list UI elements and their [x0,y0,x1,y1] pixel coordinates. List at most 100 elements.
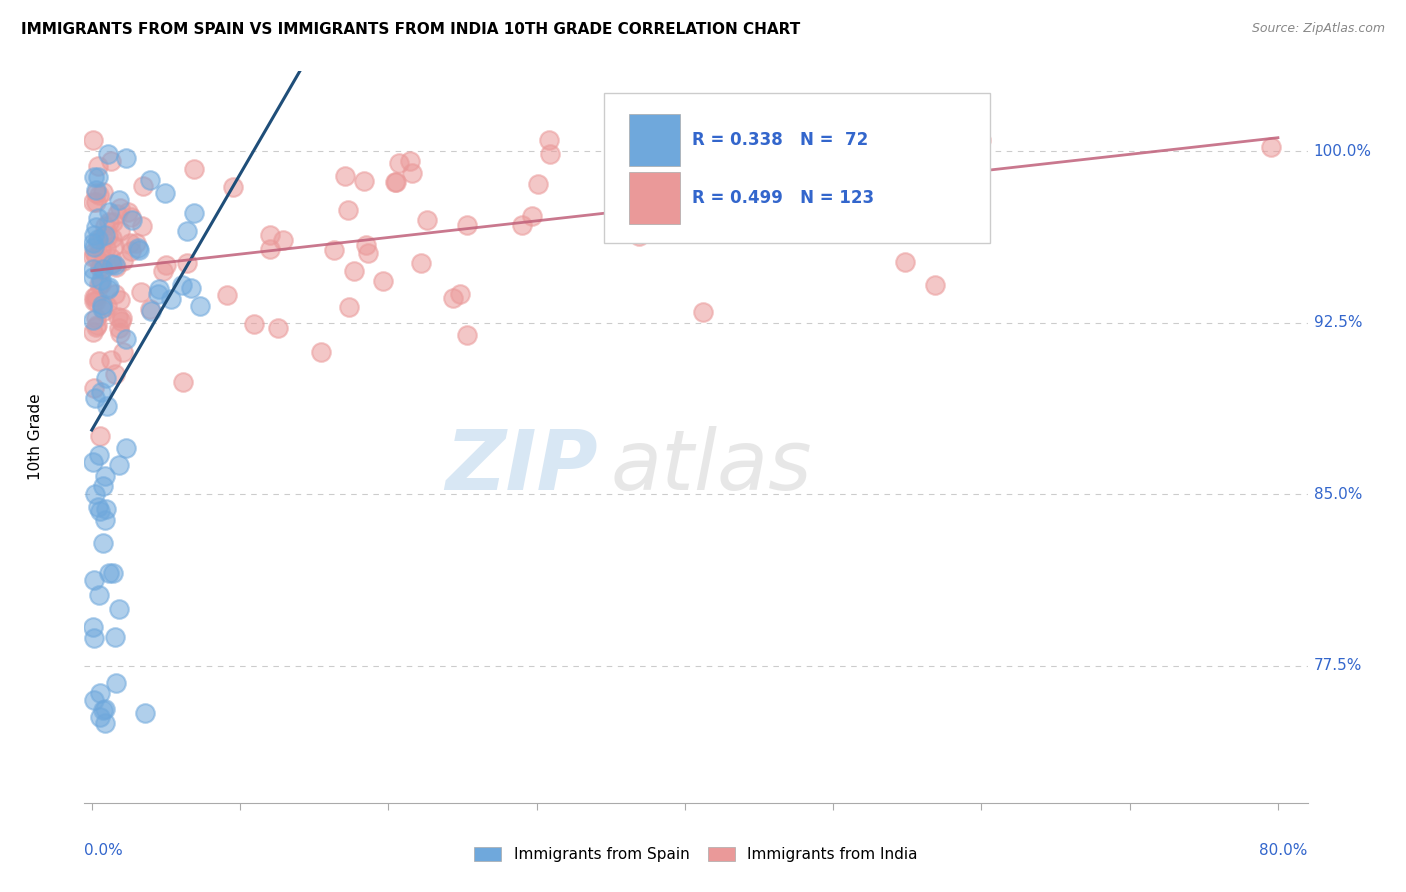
Point [309,344,332,359]
Point [628,228,651,243]
Point [449,286,471,301]
Point [84,293,107,308]
Point [83,227,105,242]
Point [94,513,117,527]
Text: IMMIGRANTS FROM SPAIN VS IMMIGRANTS FROM INDIA 10TH GRADE CORRELATION CHART: IMMIGRANTS FROM SPAIN VS IMMIGRANTS FROM… [21,22,800,37]
Point [115,441,138,455]
Text: 0.0%: 0.0% [84,843,124,858]
Point [700,188,723,202]
Point [121,211,143,225]
Point [103,214,125,228]
Point [388,155,411,169]
Point [323,244,346,258]
Point [89,277,111,291]
Point [83,170,105,185]
Point [259,227,281,242]
Point [94,370,117,384]
Point [87,235,110,249]
Point [354,238,377,252]
Point [706,146,728,161]
Point [120,236,142,251]
Point [94,228,117,243]
Point [887,133,910,147]
Point [98,215,121,229]
Point [690,178,713,193]
Point [153,186,176,201]
Point [84,320,107,334]
Point [82,262,104,277]
Legend: Immigrants from Spain, Immigrants from India: Immigrants from Spain, Immigrants from I… [468,841,924,868]
Point [970,133,993,147]
Point [104,258,127,272]
Point [87,159,110,173]
Point [172,375,194,389]
Point [188,299,211,313]
Point [91,298,114,312]
Point [83,240,105,254]
Point [416,213,439,227]
Point [357,245,380,260]
Point [335,169,357,183]
Text: 80.0%: 80.0% [1260,843,1308,858]
Point [82,236,104,251]
Point [90,256,112,270]
Point [86,318,108,332]
Point [873,163,896,178]
FancyBboxPatch shape [628,172,681,224]
Point [90,277,112,291]
Point [139,302,162,317]
Point [97,229,120,244]
Point [87,188,110,202]
Point [93,536,115,550]
Point [148,282,170,296]
Point [83,290,105,304]
Point [84,487,107,501]
Point [82,455,104,469]
Point [82,194,104,209]
Point [640,207,662,221]
Point [90,384,112,399]
Point [924,161,946,176]
Point [108,201,131,215]
Text: 77.5%: 77.5% [1313,658,1362,673]
Point [456,218,478,232]
Point [87,500,110,514]
Point [91,261,114,276]
Point [409,256,432,270]
FancyBboxPatch shape [628,114,681,166]
Point [127,241,149,255]
Point [107,321,129,335]
Point [100,153,122,168]
Point [110,326,132,340]
Point [243,318,266,332]
Point [107,310,129,324]
Text: 85.0%: 85.0% [1313,487,1362,501]
Point [373,274,395,288]
Point [94,219,117,233]
Point [87,232,110,246]
Point [384,176,406,190]
Point [129,285,152,299]
Point [103,239,125,253]
Point [82,133,104,147]
Point [83,631,105,645]
Text: 10th Grade: 10th Grade [28,393,44,481]
Point [456,327,478,342]
Text: R = 0.338   N =  72: R = 0.338 N = 72 [692,131,869,149]
Point [399,153,422,168]
Point [98,280,121,294]
Point [83,391,105,405]
Point [183,161,205,176]
Point [83,573,105,587]
Point [97,282,120,296]
Point [87,211,110,225]
Point [93,304,115,318]
Point [105,207,128,221]
Point [87,169,110,184]
Point [89,429,111,443]
Point [111,345,134,359]
Point [538,133,561,147]
Point [86,186,108,200]
Point [180,280,202,294]
Point [159,292,181,306]
